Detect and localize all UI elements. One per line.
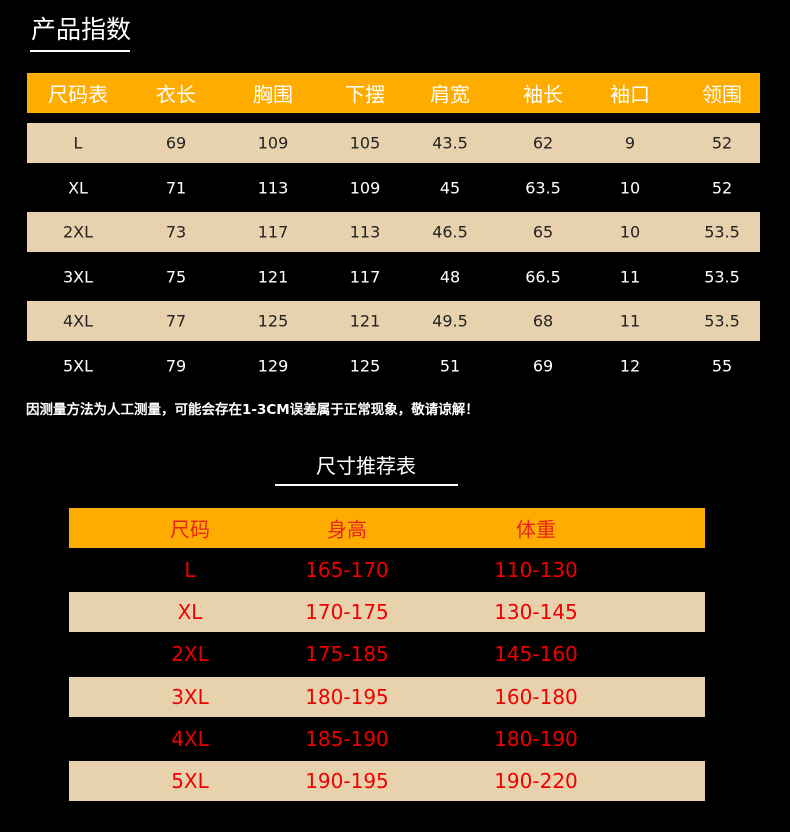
table-cell: 160-180: [494, 684, 578, 709]
recommend-table-title: 尺寸推荐表: [316, 454, 416, 478]
table-cell: 53.5: [704, 222, 740, 242]
table-cell: 175-185: [305, 642, 389, 667]
table-cell: L: [184, 558, 196, 582]
product-table-title: 产品指数: [31, 15, 132, 44]
title-underline: [30, 50, 130, 52]
table-cell: 71: [165, 178, 187, 198]
table-cell: 11: [619, 267, 641, 287]
table-cell: 77: [165, 311, 187, 331]
table-cell: 185-190: [305, 726, 389, 751]
table-cell: 113: [349, 222, 381, 242]
table-cell: 121: [349, 311, 381, 331]
table-cell: 5XL: [62, 356, 94, 376]
table-cell: 63.5: [525, 178, 561, 198]
table-cell: 113: [257, 178, 289, 198]
table-cell: 3XL: [62, 267, 94, 287]
table-cell: 5XL: [171, 769, 209, 793]
table-cell: 52: [711, 178, 733, 198]
table-cell: 129: [257, 356, 289, 376]
title-underline: [275, 484, 458, 486]
table-cell: 53.5: [704, 311, 740, 331]
table-row: 4XL 185-190 180-190: [69, 719, 705, 759]
table-cell: L: [73, 133, 83, 153]
table-cell: 11: [619, 311, 641, 331]
table-cell: 65: [532, 222, 554, 242]
table-cell: 袖口: [610, 82, 650, 107]
table-cell: 10: [619, 178, 641, 198]
table-cell: 79: [165, 356, 187, 376]
table-row: 2XL 73 117 113 46.5 65 10 53.5: [27, 212, 760, 253]
table-cell: 4XL: [62, 311, 94, 331]
table-cell: 52: [711, 133, 733, 153]
table-cell: 9: [624, 133, 636, 153]
table-cell: 12: [619, 356, 641, 376]
table-cell: 4XL: [171, 726, 209, 751]
table-cell: 180-190: [494, 726, 578, 751]
table-cell: 43.5: [432, 133, 468, 153]
table-cell: 165-170: [305, 558, 389, 582]
table-cell: 66.5: [525, 267, 561, 287]
table-cell: 117: [349, 267, 381, 287]
table-cell: 49.5: [432, 311, 468, 331]
measurement-note: 因测量方法为人工测量，可能会存在1-3CM误差属于正常现象，敬请谅解！: [26, 402, 479, 418]
table-cell: XL: [68, 178, 88, 198]
table-cell: 48: [439, 267, 461, 287]
table-row: 3XL 180-195 160-180: [69, 676, 705, 717]
table-cell: 170-175: [305, 600, 389, 625]
table-cell: 肩宽: [430, 82, 470, 107]
table-cell: 45: [439, 178, 461, 198]
table-cell: 125: [349, 356, 381, 376]
table-cell: 130-145: [494, 600, 578, 625]
table-cell: 109: [257, 133, 289, 153]
table-cell: 尺码: [170, 517, 210, 542]
table-row: 5XL 79 129 125 51 69 12 55: [27, 346, 760, 386]
table-cell: 2XL: [62, 222, 94, 242]
table-row: XL 170-175 130-145: [69, 592, 705, 633]
table-cell: 10: [619, 222, 641, 242]
table-cell: 身高: [327, 517, 367, 542]
table-cell: 胸围: [253, 82, 293, 107]
table-cell: 145-160: [494, 642, 578, 667]
table-cell: 55: [711, 356, 733, 376]
table-cell: 46.5: [432, 222, 468, 242]
table-cell: 3XL: [171, 684, 209, 709]
table-cell: 69: [532, 356, 554, 376]
table-cell: 73: [165, 222, 187, 242]
table-cell: 下摆: [345, 82, 385, 107]
table-cell: XL: [177, 600, 203, 625]
table-cell: 110-130: [494, 558, 578, 582]
table-row: 5XL 190-195 190-220: [69, 761, 705, 801]
table-cell: 125: [257, 311, 289, 331]
table-cell: 53.5: [704, 267, 740, 287]
table-cell: 180-195: [305, 684, 389, 709]
table-cell: 62: [532, 133, 554, 153]
table-row: L 69 109 105 43.5 62 9 52: [27, 123, 760, 163]
table-header: 尺码 身高 体重: [69, 508, 705, 548]
table-cell: 袖长: [523, 82, 563, 107]
table-cell: 衣长: [156, 82, 196, 107]
table-row: 3XL 75 121 117 48 66.5 11 53.5: [27, 257, 760, 297]
table-cell: 117: [257, 222, 289, 242]
table-row: 4XL 77 125 121 49.5 68 11 53.5: [27, 301, 760, 342]
table-cell: 75: [165, 267, 187, 287]
table-cell: 190-220: [494, 769, 578, 793]
table-cell: 51: [439, 356, 461, 376]
table-row: XL 71 113 109 45 63.5 10 52: [27, 168, 760, 208]
table-row: L 165-170 110-130: [69, 550, 705, 590]
table-row: 2XL 175-185 145-160: [69, 634, 705, 674]
table-cell: 尺码表: [48, 82, 108, 107]
table-cell: 121: [257, 267, 289, 287]
table-cell: 68: [532, 311, 554, 331]
table-cell: 190-195: [305, 769, 389, 793]
table-cell: 体重: [516, 517, 556, 542]
table-cell: 109: [349, 178, 381, 198]
table-cell: 2XL: [171, 642, 209, 667]
table-cell: 69: [165, 133, 187, 153]
table-header: 尺码表 衣长 胸围 下摆 肩宽 袖长 袖口 领围: [27, 73, 760, 113]
table-cell: 领围: [702, 82, 742, 107]
table-cell: 105: [349, 133, 381, 153]
